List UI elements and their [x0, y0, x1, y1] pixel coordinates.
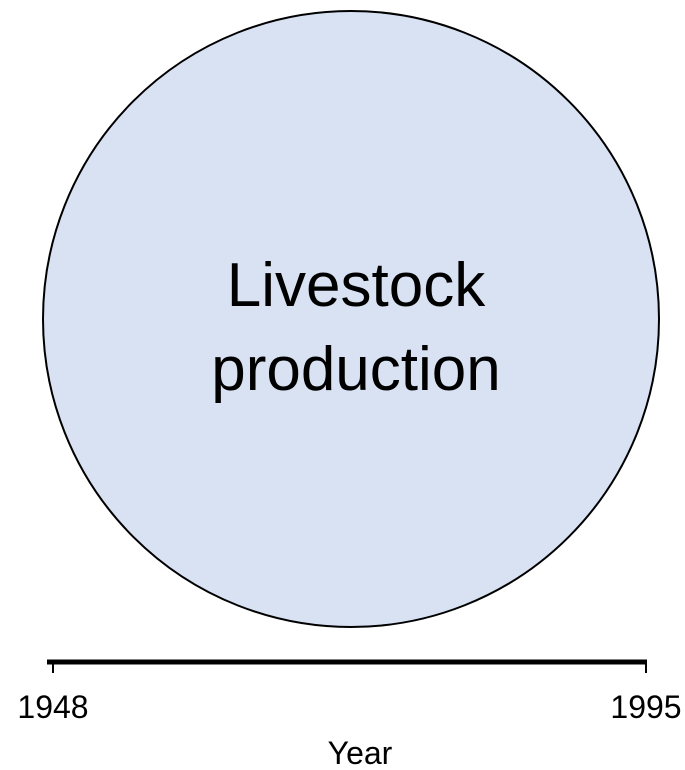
axis-start-label: 1948	[17, 689, 88, 725]
node-circle	[42, 10, 660, 628]
axis-end-label: 1995	[610, 689, 681, 725]
node-label: Livestock production	[211, 251, 501, 404]
axis-title: Year	[328, 735, 393, 770]
